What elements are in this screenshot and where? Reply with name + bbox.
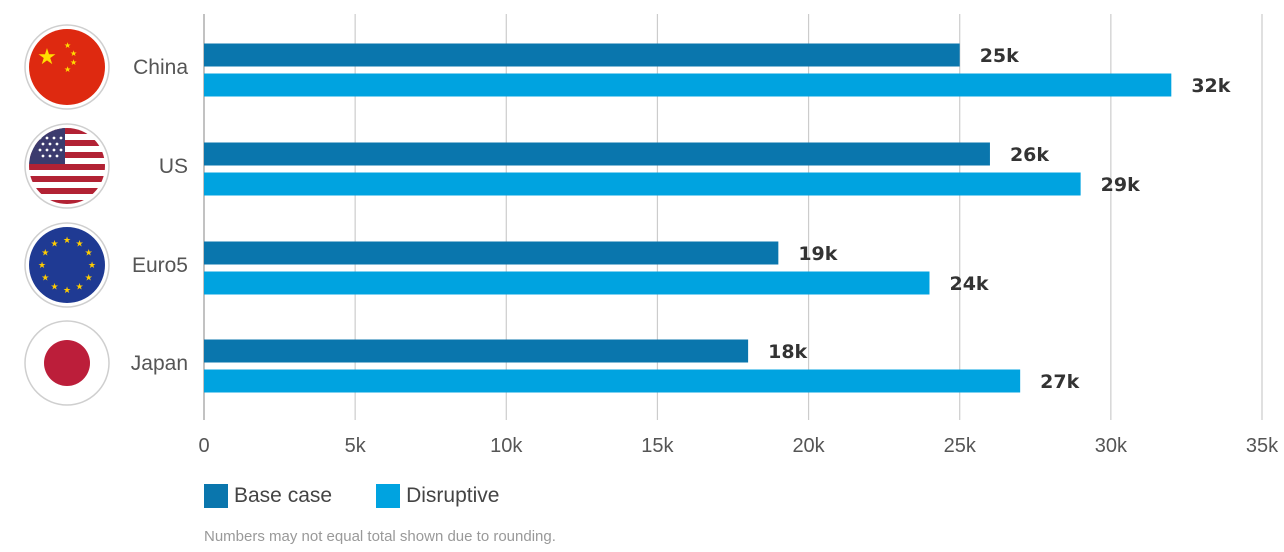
- eu-flag-icon: ★ ★★★★★★★★★★★: [24, 222, 110, 308]
- svg-text:★: ★: [70, 49, 77, 58]
- x-tick-label: 10k: [490, 435, 523, 457]
- legend: Base case Disruptive: [204, 484, 543, 508]
- bar-chart: ★ ★ ★ ★ ★: [24, 14, 1279, 457]
- eu-star: ★: [88, 261, 96, 271]
- eu-star: ★: [63, 286, 71, 296]
- bar-base-case: [204, 339, 749, 363]
- eu-star: ★: [75, 283, 83, 293]
- eu-star: ★: [38, 261, 46, 271]
- eu-star: ★: [85, 274, 93, 284]
- bar-disruptive: [204, 73, 1172, 97]
- x-tick-label: 30k: [1095, 435, 1128, 457]
- eu-star: ★: [50, 283, 58, 293]
- data-label: 24k: [949, 273, 988, 295]
- x-tick-label: 15k: [641, 435, 674, 457]
- data-label: 32k: [1191, 75, 1230, 97]
- x-tick-label: 0: [198, 435, 209, 457]
- bar-disruptive: [204, 271, 930, 295]
- data-label: 29k: [1101, 174, 1140, 196]
- japan-flag-icon: [24, 320, 110, 406]
- eu-star: ★: [50, 239, 58, 249]
- svg-text:★: ★: [64, 41, 71, 50]
- svg-text:★: ★: [64, 65, 71, 74]
- x-tick-label: 20k: [792, 435, 825, 457]
- x-tick-label: 35k: [1246, 435, 1279, 457]
- bar-base-case: [204, 241, 779, 265]
- us-flag-icon: [24, 123, 110, 209]
- bar-base-case: [204, 142, 990, 166]
- data-label: 19k: [798, 243, 837, 265]
- data-label: 25k: [980, 45, 1019, 67]
- bar-disruptive: [204, 172, 1081, 196]
- legend-item-disruptive: Disruptive: [376, 484, 499, 508]
- legend-swatch-disruptive: [376, 484, 401, 508]
- eu-star: ★: [75, 239, 83, 249]
- svg-text:★: ★: [70, 58, 77, 67]
- svg-text:★: ★: [37, 45, 57, 70]
- category-label: China: [133, 56, 188, 79]
- x-tick-label: 5k: [345, 435, 367, 457]
- legend-swatch-base: [204, 484, 228, 508]
- legend-label-disruptive: Disruptive: [406, 484, 500, 507]
- category-label: Euro5: [132, 254, 188, 277]
- china-flag-icon: ★ ★ ★ ★ ★: [24, 24, 110, 110]
- x-tick-label: 25k: [944, 435, 977, 457]
- category-label: Japan: [131, 352, 188, 375]
- bar-base-case: [204, 43, 960, 67]
- eu-star: ★: [41, 274, 49, 284]
- bar-disruptive: [204, 369, 1021, 393]
- eu-star: ★: [41, 249, 49, 259]
- data-label: 27k: [1040, 371, 1079, 393]
- legend-item-base: Base case: [204, 484, 332, 508]
- data-label: 26k: [1010, 144, 1049, 166]
- footnote: Numbers may not equal total shown due to…: [204, 528, 556, 545]
- eu-star: ★: [85, 249, 93, 259]
- data-label: 18k: [768, 341, 807, 363]
- legend-label-base: Base case: [234, 484, 333, 507]
- eu-star: ★: [63, 236, 71, 246]
- category-label: US: [159, 155, 188, 178]
